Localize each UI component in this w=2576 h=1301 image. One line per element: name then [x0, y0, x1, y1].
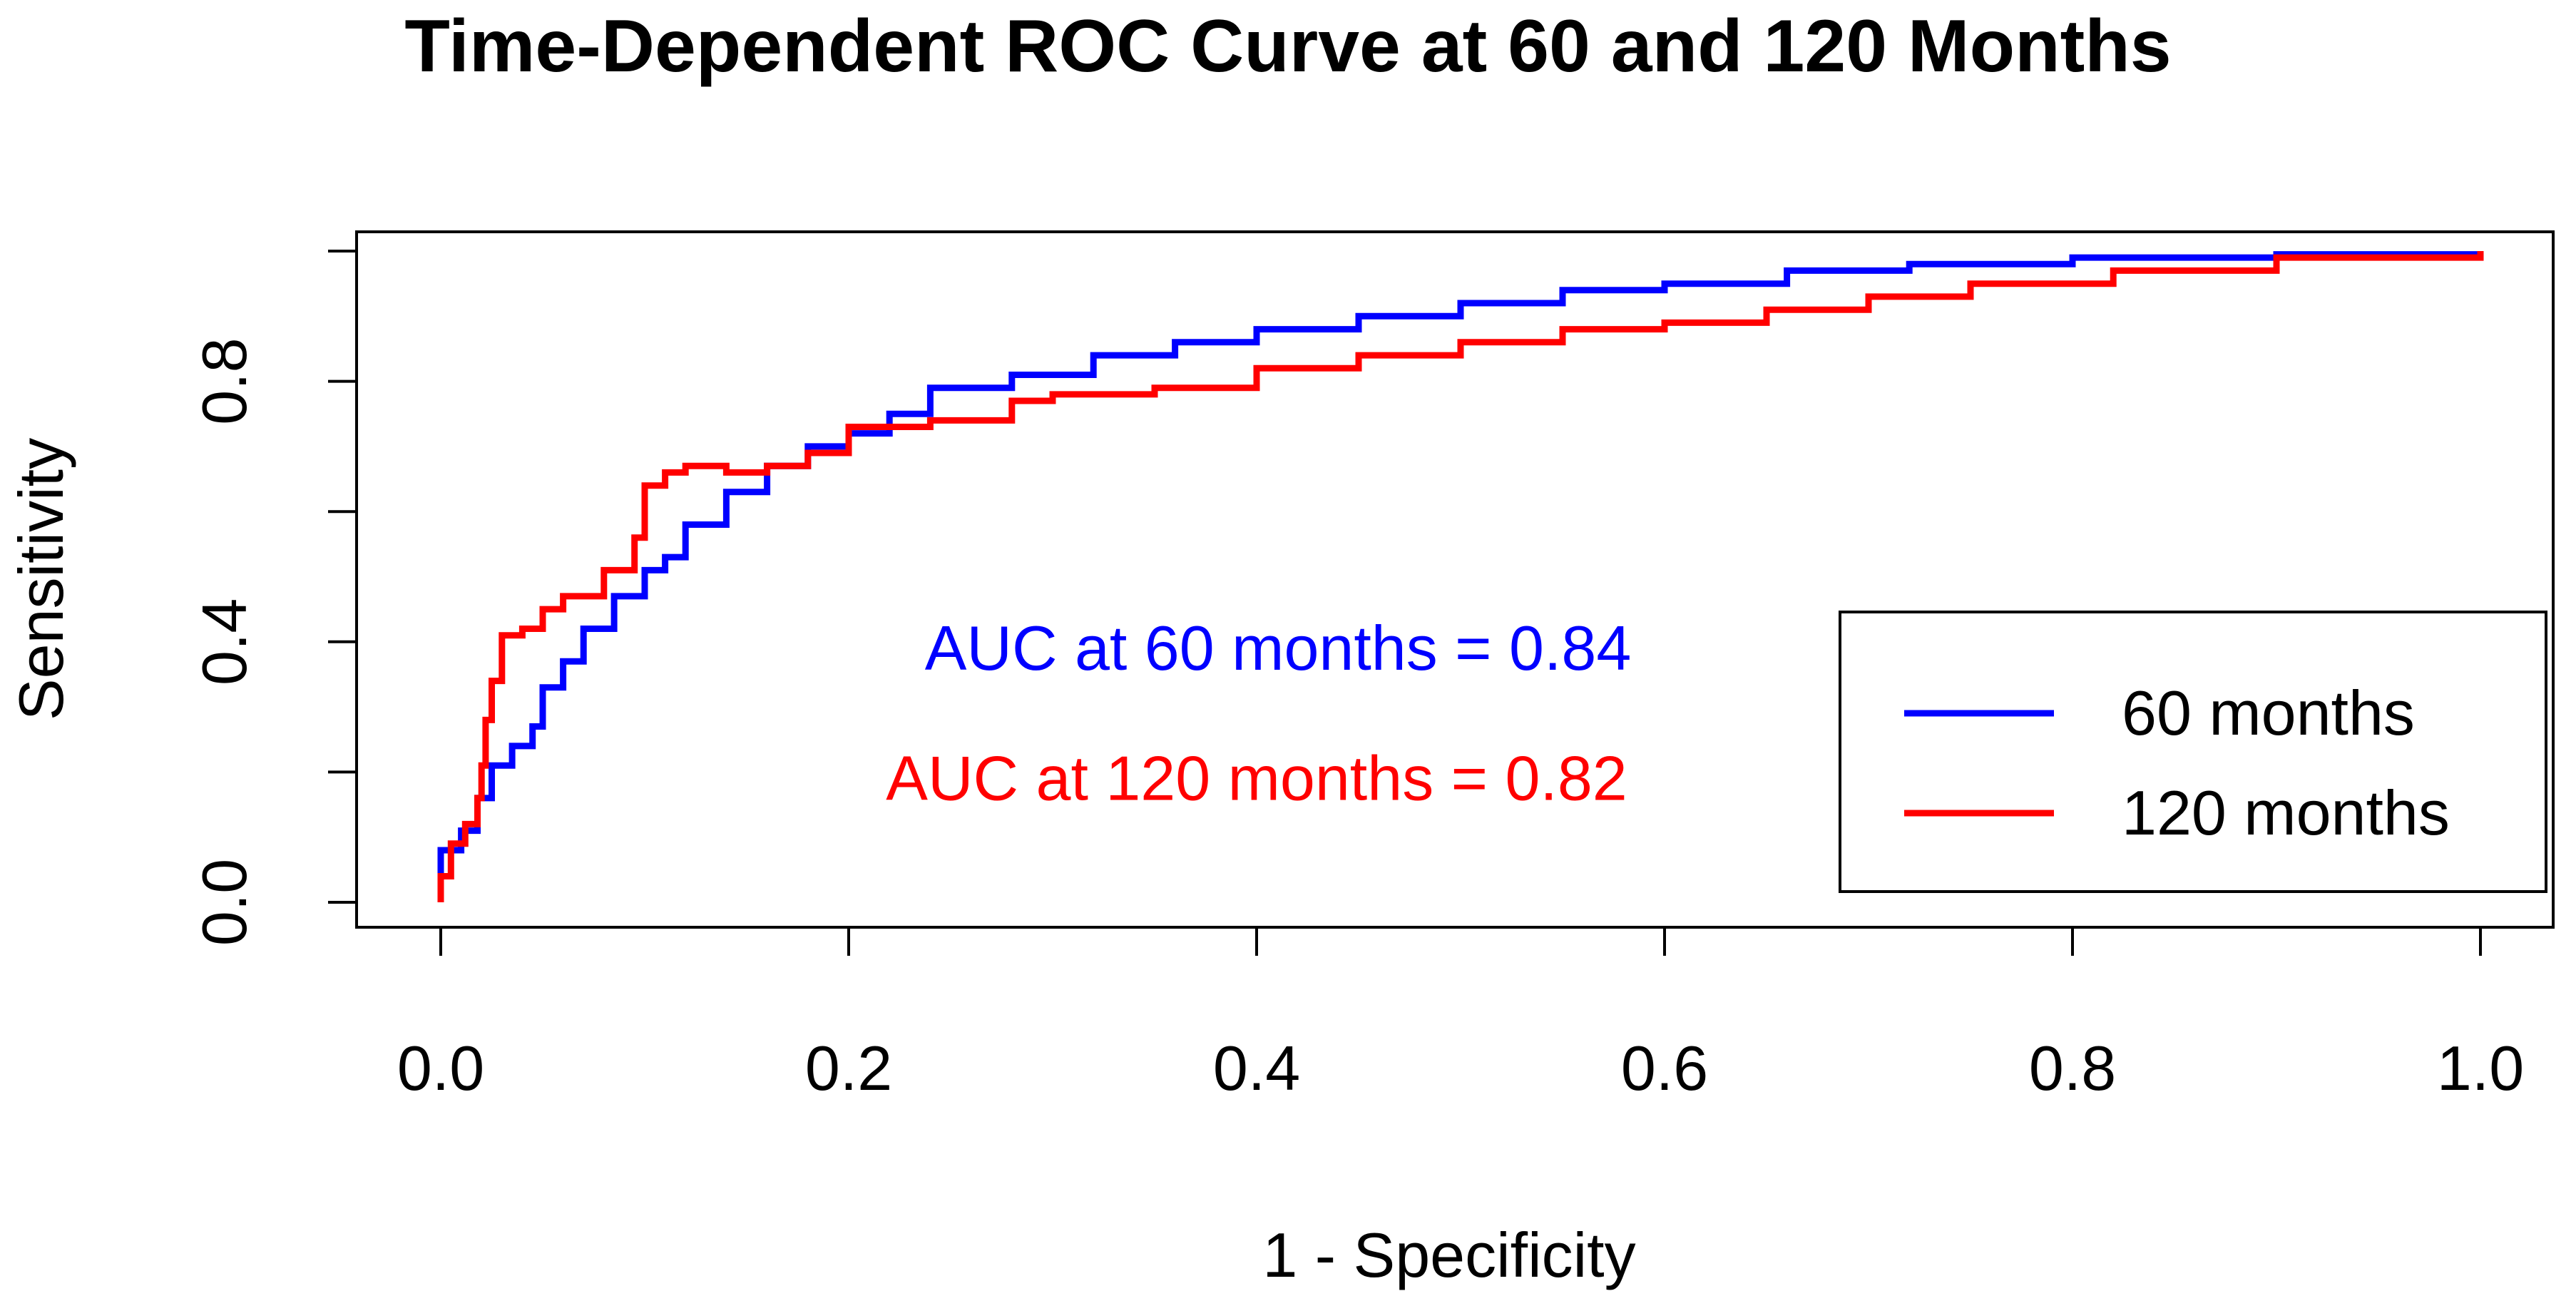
- x-axis: 0.0 0.2 0.4 0.6 0.8 1.0: [397, 926, 2524, 1103]
- x-tick-label: 0.0: [397, 1033, 484, 1103]
- x-tick-label: 0.4: [1213, 1033, 1300, 1103]
- legend-box: [1839, 611, 2547, 893]
- x-tick-label: 0.2: [805, 1033, 892, 1103]
- auc-annotations: AUC at 60 months = 0.84 AUC at 120 months…: [886, 613, 1631, 814]
- series-line-120-months: [437, 251, 2484, 902]
- legend-label: 60 months: [2122, 678, 2415, 748]
- y-tick-label: 0.4: [189, 598, 260, 685]
- auc-annotation-60: AUC at 60 months = 0.84: [925, 613, 1632, 683]
- y-tick-label: 0.8: [189, 337, 260, 424]
- y-axis-label: Sensitivity: [6, 438, 76, 720]
- y-axis: 0.0 0.4 0.8: [189, 250, 358, 946]
- x-tick-label: 0.6: [1621, 1033, 1708, 1103]
- x-tick-label: 0.8: [2029, 1033, 2116, 1103]
- legend: 60 months 120 months: [1839, 611, 2547, 893]
- legend-items: 60 months 120 months: [1904, 678, 2450, 848]
- series-line-60-months: [437, 251, 2484, 902]
- chart-title: Time-Dependent ROC Curve at 60 and 120 M…: [404, 5, 2171, 88]
- auc-annotation-120: AUC at 120 months = 0.82: [886, 743, 1627, 814]
- legend-label: 120 months: [2122, 777, 2450, 848]
- y-tick-label: 0.0: [189, 859, 260, 946]
- x-axis-label: 1 - Specificity: [1262, 1220, 1635, 1290]
- x-tick-label: 1.0: [2437, 1033, 2524, 1103]
- series-layer: [437, 251, 2484, 902]
